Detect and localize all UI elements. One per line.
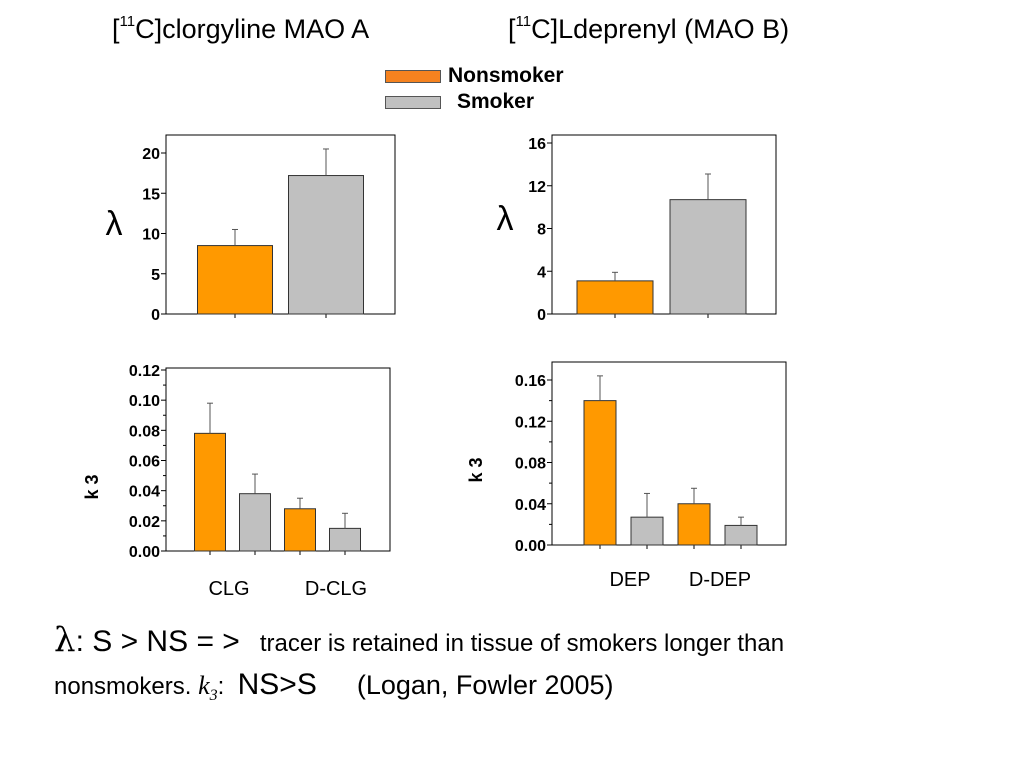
k3-colon: : <box>217 673 225 700</box>
category-label: D-CLG <box>305 578 367 600</box>
legend-label-nonsmoker: Nonsmoker <box>448 64 564 87</box>
category-label: D-DEP <box>689 569 751 591</box>
y-tick-label: 0.00 <box>129 544 160 561</box>
y-axis-label: λ <box>106 205 123 243</box>
bar-nonsmoker-dep <box>583 400 617 546</box>
y-tick-label: 12 <box>528 179 546 196</box>
plot-frame <box>165 134 396 315</box>
nonsmokers-text: nonsmokers. <box>54 673 192 700</box>
bar-smoker-dep <box>630 516 664 546</box>
bar-nonsmoker-d-clg <box>284 508 316 552</box>
y-axis-label: λ <box>497 200 514 238</box>
title-clorgyline: [11C]clorgyline MAO A <box>112 13 370 44</box>
isotope-superscript: 11 <box>515 13 532 30</box>
bar-nonsmoker-d-dep <box>677 503 711 546</box>
bar-nonsmoker-clg <box>194 432 226 552</box>
y-tick-label: 15 <box>142 186 160 203</box>
legend-swatch-smoker <box>385 95 441 109</box>
retention-text: tracer is retained in tissue of smokers … <box>259 630 785 657</box>
y-tick-label: 0 <box>151 307 160 324</box>
plot-frame <box>551 361 787 546</box>
title-deprenyl: [11C]Ldeprenyl (MAO B) <box>508 13 790 44</box>
bar-smoker-clg <box>239 493 271 552</box>
legend-swatch-nonsmoker <box>385 69 441 83</box>
y-tick-label: 0.12 <box>515 414 546 431</box>
legend-item-nonsmoker: Nonsmoker <box>385 64 564 88</box>
k3-result: NS>S <box>237 668 317 701</box>
plot-frame <box>165 367 391 552</box>
bar-smoker-group <box>669 199 747 315</box>
y-tick-label: 0.00 <box>515 538 546 555</box>
y-tick-label: 0.02 <box>129 514 160 531</box>
bar-smoker-d-clg <box>329 527 361 552</box>
category-label: CLG <box>208 578 249 600</box>
y-tick-label: 0.12 <box>129 363 160 380</box>
y-axis-label: k 3 <box>82 474 102 499</box>
y-tick-label: 5 <box>151 267 160 284</box>
conclusion-line-1: λ: S > NS = > tracer is retained in tiss… <box>54 620 1014 660</box>
y-tick-label: 20 <box>142 146 160 163</box>
bar-nonsmoker-group <box>576 280 654 315</box>
citation: (Logan, Fowler 2005) <box>356 670 614 700</box>
plot-frame <box>551 134 777 315</box>
y-tick-label: 0.06 <box>129 454 160 471</box>
y-tick-label: 10 <box>142 227 160 244</box>
y-tick-label: 0.08 <box>129 423 160 440</box>
y-tick-label: 0.04 <box>129 484 160 501</box>
legend-item-smoker: Smoker <box>385 90 534 114</box>
y-tick-label: 8 <box>537 222 546 239</box>
bar-smoker-group <box>288 175 364 315</box>
category-label: DEP <box>609 569 650 591</box>
lambda-symbol: λ <box>54 620 76 660</box>
y-tick-label: 0.08 <box>515 456 546 473</box>
y-tick-label: 4 <box>537 264 546 281</box>
bar-smoker-d-dep <box>724 524 758 546</box>
conclusion-line-2: nonsmokers. k3: NS>S (Logan, Fowler 2005… <box>54 668 1014 705</box>
y-axis-label: k 3 <box>466 457 486 482</box>
y-tick-label: 16 <box>528 136 546 153</box>
comparison-text: : S > NS = > <box>75 625 240 658</box>
bar-nonsmoker-group <box>197 245 273 315</box>
y-tick-label: 0.04 <box>515 497 546 514</box>
k3-symbol: k3 <box>198 671 218 705</box>
y-tick-label: 0.10 <box>129 393 160 410</box>
y-tick-label: 0.16 <box>515 373 546 390</box>
isotope-superscript: 11 <box>119 13 136 30</box>
legend-label-smoker: Smoker <box>457 90 535 113</box>
y-tick-label: 0 <box>537 307 546 324</box>
